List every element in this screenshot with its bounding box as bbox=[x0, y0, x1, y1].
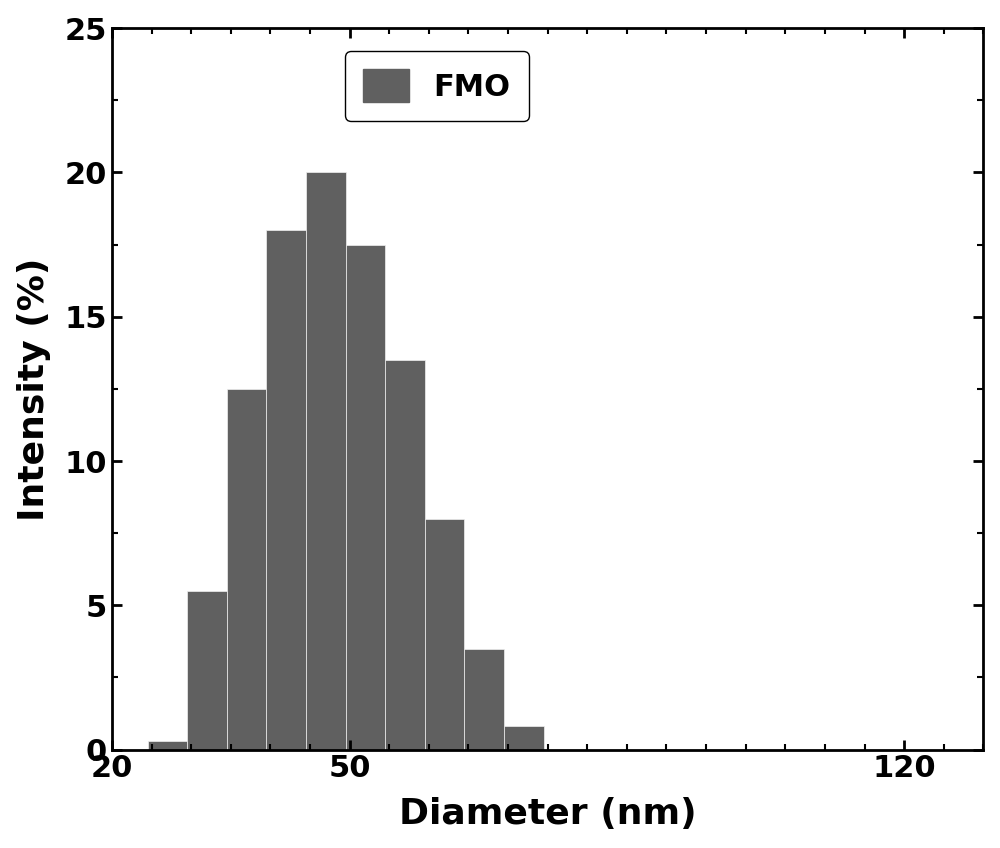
X-axis label: Diameter (nm): Diameter (nm) bbox=[399, 797, 696, 831]
Bar bbox=[306, 172, 346, 750]
Bar bbox=[346, 244, 385, 750]
Legend: FMO: FMO bbox=[345, 51, 529, 120]
Bar bbox=[504, 727, 544, 750]
Y-axis label: Intensity (%): Intensity (%) bbox=[17, 257, 51, 521]
Bar bbox=[425, 519, 464, 750]
Bar bbox=[227, 389, 266, 750]
Bar bbox=[148, 741, 187, 750]
Bar bbox=[187, 591, 227, 750]
Bar bbox=[385, 360, 425, 750]
Bar bbox=[266, 230, 306, 750]
Bar bbox=[464, 649, 504, 750]
